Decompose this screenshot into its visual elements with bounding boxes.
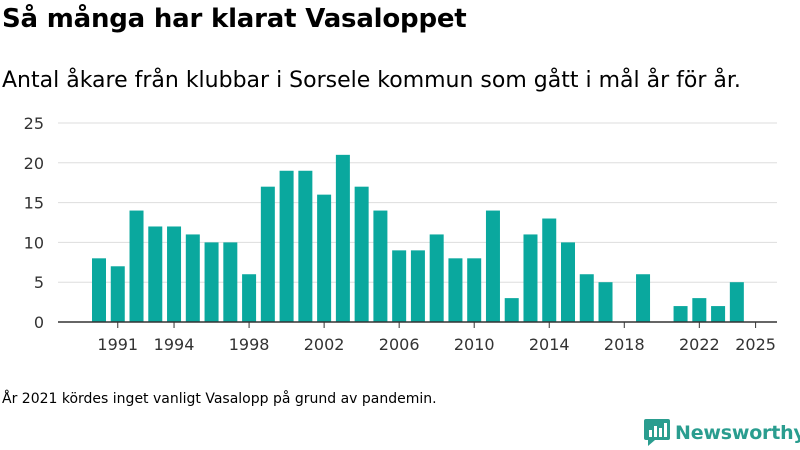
chart-title: Så många har klarat Vasaloppet xyxy=(2,4,467,34)
bar-1991 xyxy=(110,266,125,322)
bar-1990 xyxy=(92,258,106,322)
x-tick-label: 2025 xyxy=(735,335,776,354)
bar-1993 xyxy=(148,226,163,322)
bar-2019 xyxy=(636,274,651,322)
bar-1997 xyxy=(223,242,238,322)
y-tick-label: 15 xyxy=(24,194,44,213)
x-tick-label: 2022 xyxy=(679,335,720,354)
bar-2014 xyxy=(542,218,557,322)
footnote: År 2021 kördes inget vanligt Vasalopp på… xyxy=(2,391,437,407)
bar-2013 xyxy=(523,234,538,322)
bar-2007 xyxy=(410,250,425,322)
bar-2012 xyxy=(504,298,519,322)
newsworthy-logo: Newsworthy xyxy=(644,419,800,447)
bar-1999 xyxy=(260,186,275,322)
chart-subtitle: Antal åkare från klubbar i Sorsele kommu… xyxy=(2,68,741,93)
y-tick-label: 5 xyxy=(34,273,44,292)
bar-2024 xyxy=(729,282,744,322)
bar-2022 xyxy=(692,298,707,322)
newsworthy-logo-text: Newsworthy xyxy=(675,422,800,444)
x-tick-label: 2018 xyxy=(604,335,645,354)
x-tick-label: 1998 xyxy=(229,335,270,354)
x-tick-label: 2002 xyxy=(304,335,345,354)
x-tick-label: 2006 xyxy=(379,335,420,354)
bar-2015 xyxy=(561,242,575,322)
x-tick-label: 1994 xyxy=(154,335,195,354)
y-tick-label: 0 xyxy=(34,313,44,332)
y-tick-label: 20 xyxy=(24,154,44,173)
y-tick-label: 10 xyxy=(24,233,44,252)
bar-2023 xyxy=(711,306,726,322)
bar-2017 xyxy=(598,282,613,322)
bar-2002 xyxy=(317,194,332,322)
bar-1995 xyxy=(185,234,200,322)
x-tick-label: 2014 xyxy=(529,335,570,354)
x-tick-label: 1991 xyxy=(97,335,138,354)
bars xyxy=(92,154,744,322)
bar-1998 xyxy=(242,274,257,322)
bar-2011 xyxy=(485,210,500,322)
bar-2008 xyxy=(429,234,444,322)
bar-2005 xyxy=(373,210,388,322)
bar-2021 xyxy=(673,306,688,322)
bar-2004 xyxy=(354,186,369,322)
y-tick-label: 25 xyxy=(24,114,44,133)
bar-1994 xyxy=(167,226,182,322)
bar-2016 xyxy=(579,274,594,322)
bar-1992 xyxy=(129,210,144,322)
bar-2009 xyxy=(448,258,463,322)
x-tick-label: 2010 xyxy=(454,335,495,354)
bar-2003 xyxy=(335,154,350,322)
newsworthy-logo-icon xyxy=(644,419,670,446)
bar-2006 xyxy=(392,250,407,322)
bar-2010 xyxy=(467,258,482,322)
bar-2000 xyxy=(279,170,294,322)
bar-1996 xyxy=(204,242,219,322)
bar-2001 xyxy=(298,170,313,322)
